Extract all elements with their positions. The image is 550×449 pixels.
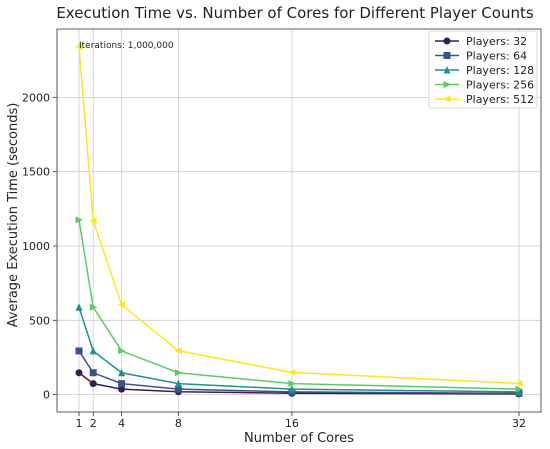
legend-marker [443, 95, 451, 103]
x-tick-label: 16 [285, 417, 299, 430]
legend-box [428, 30, 538, 109]
data-point [89, 369, 97, 377]
series-line [78, 350, 520, 395]
y-tick-label: 500 [29, 314, 50, 327]
data-point [288, 385, 296, 393]
data-point [89, 346, 97, 355]
y-tick-label: 1000 [22, 240, 50, 253]
x-axis-label: Number of Cores [244, 431, 354, 446]
legend-entry: Players: 256 [466, 79, 534, 92]
y-tick-label: 1500 [22, 166, 50, 179]
legend-entry: Players: 64 [466, 50, 527, 63]
legend-marker [443, 37, 451, 45]
legend-marker [443, 66, 451, 74]
x-tick-label: 1 [76, 417, 83, 430]
data-point [75, 43, 83, 51]
data-point [118, 385, 126, 393]
series-line [78, 219, 520, 390]
legend-entry: Players: 32 [466, 35, 527, 48]
data-point [89, 217, 97, 225]
series-line-group [75, 303, 523, 396]
data-point [75, 216, 83, 224]
data-point [75, 347, 83, 355]
x-tick-label: 8 [175, 417, 182, 430]
data-point [89, 380, 97, 388]
data-point [89, 303, 98, 311]
data-point [75, 303, 83, 311]
series-line [78, 46, 520, 385]
plot-frame [56, 28, 542, 413]
data-point [118, 380, 126, 388]
data-point [174, 385, 182, 393]
data-point [174, 379, 182, 388]
series-line [78, 306, 520, 393]
data-point [287, 368, 296, 376]
y-tick-label: 0 [43, 389, 50, 402]
y-axis-label: Average Execution Time (seconds) [6, 103, 21, 328]
x-tick-label: 2 [90, 417, 97, 430]
y-tick-label: 2000 [22, 91, 50, 104]
x-tick-label: 4 [118, 417, 125, 430]
series-group [75, 43, 523, 398]
data-point [174, 347, 182, 355]
legend-marker [443, 52, 451, 59]
data-point [515, 387, 523, 396]
series-line-group [75, 216, 523, 393]
data-point [118, 368, 126, 377]
legend-entry: Players: 512 [466, 93, 534, 106]
data-point [515, 385, 523, 393]
data-point [117, 301, 126, 309]
data-point [75, 369, 83, 377]
data-point [118, 347, 126, 355]
data-point [515, 379, 523, 387]
legend-marker [443, 81, 451, 88]
legend-entry: Players: 128 [466, 64, 534, 77]
data-point [288, 380, 296, 388]
series-line-group [75, 43, 523, 387]
axis-ticks: 1 2 4 8 16 32 0 500 1000 1500 2000 [22, 91, 526, 430]
chart-title: Execution Time vs. Number of Cores for D… [56, 4, 534, 22]
x-tick-label: 32 [512, 417, 526, 430]
data-point [174, 369, 183, 377]
iterations-annotation: Iterations: 1,000,000 [79, 41, 174, 51]
